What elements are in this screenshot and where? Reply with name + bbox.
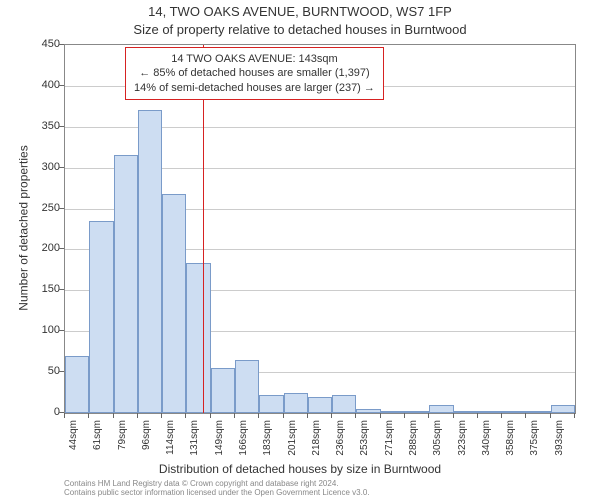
x-tick-label: 236sqm: [335, 420, 346, 460]
y-tick-label: 150: [30, 283, 60, 295]
y-tick-mark: [59, 330, 64, 331]
x-tick-mark: [258, 413, 259, 418]
x-tick-label: 358sqm: [505, 420, 516, 460]
y-tick-mark: [59, 248, 64, 249]
x-tick-mark: [331, 413, 332, 418]
x-tick-mark: [404, 413, 405, 418]
x-tick-label: 288sqm: [408, 420, 419, 460]
marker-line: [203, 45, 204, 413]
chart-plot-area: 14 TWO OAKS AVENUE: 143sqm← 85% of detac…: [64, 44, 576, 414]
histogram-bar: [381, 411, 405, 413]
y-tick-label: 400: [30, 79, 60, 91]
x-tick-mark: [283, 413, 284, 418]
annotation-line2: ← 85% of detached houses are smaller (1,…: [134, 66, 375, 80]
y-tick-label: 0: [30, 406, 60, 418]
x-tick-mark: [380, 413, 381, 418]
y-tick-label: 200: [30, 242, 60, 254]
histogram-bar: [526, 411, 550, 413]
x-tick-mark: [477, 413, 478, 418]
x-tick-label: 271sqm: [384, 420, 395, 460]
y-tick-mark: [59, 208, 64, 209]
y-tick-mark: [59, 85, 64, 86]
x-tick-mark: [88, 413, 89, 418]
histogram-bar: [89, 221, 113, 413]
y-tick-mark: [59, 44, 64, 45]
x-tick-mark: [428, 413, 429, 418]
histogram-bar: [356, 409, 380, 413]
y-tick-label: 250: [30, 202, 60, 214]
annotation-line1: 14 TWO OAKS AVENUE: 143sqm: [134, 52, 375, 66]
x-tick-mark: [525, 413, 526, 418]
y-tick-mark: [59, 167, 64, 168]
y-tick-label: 100: [30, 324, 60, 336]
y-tick-mark: [59, 126, 64, 127]
copyright-line2: Contains public sector information licen…: [64, 488, 370, 498]
histogram-bar: [454, 411, 478, 413]
x-tick-mark: [355, 413, 356, 418]
histogram-bar: [162, 194, 186, 413]
y-tick-label: 350: [30, 120, 60, 132]
histogram-bar: [284, 393, 308, 413]
copyright-text: Contains HM Land Registry data © Crown c…: [64, 479, 370, 498]
x-tick-mark: [113, 413, 114, 418]
x-tick-label: 375sqm: [529, 420, 540, 460]
y-axis-label: Number of detached properties: [16, 44, 32, 412]
x-tick-mark: [307, 413, 308, 418]
x-tick-label: 44sqm: [68, 420, 79, 460]
x-tick-label: 79sqm: [117, 420, 128, 460]
x-tick-label: 218sqm: [311, 420, 322, 460]
x-tick-mark: [185, 413, 186, 418]
histogram-bar: [186, 263, 210, 413]
histogram-bar: [502, 411, 526, 413]
x-tick-mark: [137, 413, 138, 418]
y-tick-label: 300: [30, 161, 60, 173]
x-tick-label: 96sqm: [141, 420, 152, 460]
y-tick-mark: [59, 371, 64, 372]
histogram-bar: [114, 155, 138, 413]
x-tick-label: 183sqm: [262, 420, 273, 460]
y-tick-mark: [59, 289, 64, 290]
histogram-bar: [405, 411, 429, 413]
x-tick-mark: [161, 413, 162, 418]
x-tick-label: 323sqm: [457, 420, 468, 460]
x-tick-mark: [234, 413, 235, 418]
x-tick-mark: [550, 413, 551, 418]
histogram-bar: [308, 397, 332, 413]
chart-title-line1: 14, TWO OAKS AVENUE, BURNTWOOD, WS7 1FP: [0, 4, 600, 19]
histogram-bar: [478, 411, 502, 413]
x-tick-label: 61sqm: [92, 420, 103, 460]
x-tick-mark: [574, 413, 575, 418]
chart-container: 14, TWO OAKS AVENUE, BURNTWOOD, WS7 1FP …: [0, 0, 600, 500]
x-axis-label: Distribution of detached houses by size …: [0, 462, 600, 476]
x-tick-label: 305sqm: [432, 420, 443, 460]
histogram-bar: [211, 368, 235, 413]
histogram-bar: [235, 360, 259, 413]
histogram-bar: [332, 395, 356, 413]
y-tick-label: 50: [30, 365, 60, 377]
x-tick-label: 253sqm: [359, 420, 370, 460]
histogram-bar: [551, 405, 575, 413]
x-tick-mark: [210, 413, 211, 418]
histogram-bar: [138, 110, 162, 413]
x-tick-label: 114sqm: [165, 420, 176, 460]
x-tick-mark: [453, 413, 454, 418]
x-tick-label: 393sqm: [554, 420, 565, 460]
chart-title-line2: Size of property relative to detached ho…: [0, 22, 600, 37]
y-tick-label: 450: [30, 38, 60, 50]
histogram-bar: [65, 356, 89, 413]
copyright-line1: Contains HM Land Registry data © Crown c…: [64, 479, 370, 489]
histogram-bar: [259, 395, 283, 413]
x-tick-label: 201sqm: [287, 420, 298, 460]
x-tick-label: 149sqm: [214, 420, 225, 460]
histogram-bar: [429, 405, 453, 413]
x-tick-mark: [501, 413, 502, 418]
x-tick-label: 131sqm: [189, 420, 200, 460]
annotation-line3: 14% of semi-detached houses are larger (…: [134, 81, 375, 95]
annotation-box: 14 TWO OAKS AVENUE: 143sqm← 85% of detac…: [125, 47, 384, 100]
x-tick-mark: [64, 413, 65, 418]
x-tick-label: 340sqm: [481, 420, 492, 460]
x-tick-label: 166sqm: [238, 420, 249, 460]
